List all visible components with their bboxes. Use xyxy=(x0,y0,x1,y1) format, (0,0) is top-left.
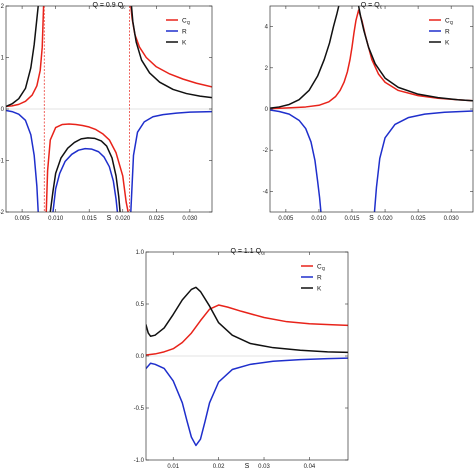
series-line-k-5-1 xyxy=(357,6,473,102)
x-tick-label: 0.020 xyxy=(378,216,394,222)
x-tick-label: 0.015 xyxy=(82,216,98,222)
x-tick-label: 0.03 xyxy=(258,464,270,470)
legend-label-cq: CQ xyxy=(182,18,191,26)
y-tick-label: 0.0 xyxy=(136,354,145,360)
series-line-r-2-1 xyxy=(6,109,39,212)
legend-label-cq: CQ xyxy=(317,264,326,272)
x-tick-label: 0.015 xyxy=(344,216,360,222)
x-axis-label: S xyxy=(369,215,374,222)
legend: CQ RK xyxy=(301,264,326,293)
y-tick-label: -2 xyxy=(0,210,5,216)
chart-panel-1: 0.005 0.010 0.015 0.020 0.025 0.030 -2 -1 0 1 2 S Q … xyxy=(0,2,213,222)
chart-title: Q = Qc xyxy=(361,2,383,11)
x-tick-label: 0.01 xyxy=(167,464,179,470)
x-tick-label: 0.020 xyxy=(115,216,131,222)
x-tick-label: 0.030 xyxy=(444,216,460,222)
x-tick-label: 0.02 xyxy=(213,464,225,470)
series-line-cq-1-1 xyxy=(146,304,348,356)
x-tick-label: 0.04 xyxy=(304,464,316,470)
series-line-k-3-1 xyxy=(146,286,348,354)
series-line-k-3-2 xyxy=(49,137,121,212)
series-group xyxy=(270,6,473,212)
x-tick-label: 0.005 xyxy=(15,216,31,222)
y-tick-label: 2 xyxy=(265,66,269,72)
series-group xyxy=(6,6,212,212)
x-tick-label: 0.010 xyxy=(48,216,64,222)
x-axis-label: S xyxy=(107,215,112,222)
series-line-k-3-1 xyxy=(6,6,39,108)
y-tick-label: 2 xyxy=(1,4,5,10)
series-line-cq-1-1 xyxy=(270,9,473,110)
legend: CQ RK xyxy=(429,18,454,47)
series-line-r-2-1 xyxy=(270,109,322,212)
y-tick-label: 4 xyxy=(265,25,269,31)
x-tick-label: 0.010 xyxy=(311,216,327,222)
legend-label-r: R xyxy=(182,29,187,36)
y-tick-label: 0 xyxy=(1,107,5,113)
y-tick-label: -0.5 xyxy=(134,406,145,412)
y-tick-label: 1.0 xyxy=(136,250,145,256)
x-tick-label: 0.030 xyxy=(182,216,198,222)
legend-label-r: R xyxy=(445,29,450,36)
x-tick-label: 0.025 xyxy=(149,216,165,222)
series-line-r-2-2 xyxy=(52,147,119,212)
x-axis-label: S xyxy=(245,463,250,470)
x-tick-label: 0.005 xyxy=(278,216,294,222)
chart-title: Q = 0.9 Qc xyxy=(92,2,126,11)
legend-label-cq: CQ xyxy=(445,18,454,26)
legend-label-k: K xyxy=(317,286,322,293)
legend: CQ RK xyxy=(166,18,191,47)
legend-label-k: K xyxy=(445,40,450,47)
legend-label-k: K xyxy=(182,40,187,47)
chart-panel-2: 0.005 0.010 0.015 0.020 0.025 0.030 -4 -2 0 2 4 S Q … xyxy=(263,2,474,222)
series-line-k-3-3 xyxy=(130,6,212,99)
y-tick-label: -4 xyxy=(263,189,269,195)
legend-label-r: R xyxy=(317,275,322,282)
series-line-k-4-1 xyxy=(270,6,340,109)
series-line-cq-1-3 xyxy=(130,6,212,88)
y-tick-label: 0 xyxy=(265,107,269,113)
series-line-r-3-1 xyxy=(373,110,473,212)
y-tick-label: -1.0 xyxy=(134,458,145,464)
series-line-r-2-1 xyxy=(146,357,348,447)
series-group xyxy=(146,286,348,447)
series-line-cq-1-1 xyxy=(6,6,45,108)
chart-title: Q = 1.1 Qc xyxy=(230,248,264,257)
y-tick-label: 1 xyxy=(1,56,5,62)
series-line-cq-1-2 xyxy=(45,123,129,212)
y-tick-label: -1 xyxy=(0,159,5,165)
series-line-r-2-3 xyxy=(130,110,212,212)
chart-panel-3: 0.01 0.02 0.03 0.04 -1.0 -0.5 0.0 0.5 1.0 S Q = 1.… xyxy=(134,248,349,470)
y-tick-label: 0.5 xyxy=(136,302,145,308)
y-tick-label: -2 xyxy=(263,148,269,154)
x-tick-label: 0.025 xyxy=(411,216,427,222)
